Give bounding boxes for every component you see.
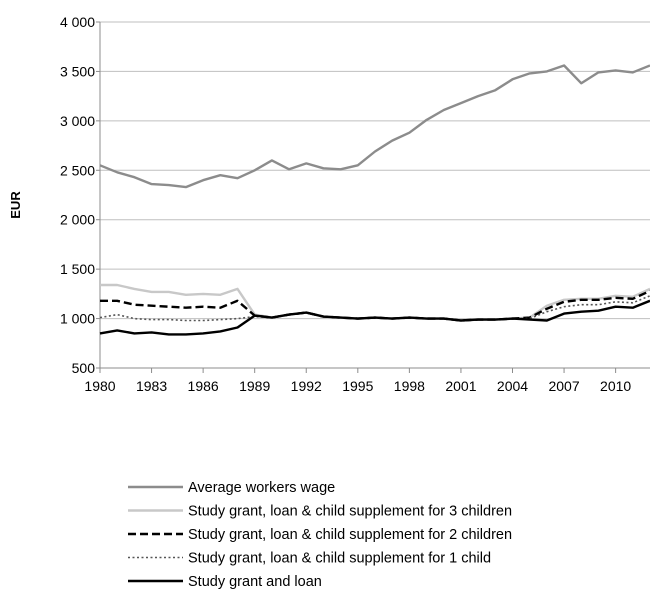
legend-label-1: Study grant, loan & child supplement for… <box>188 504 512 520</box>
legend-label-4: Study grant and loan <box>188 574 322 590</box>
x-tick-label: 1995 <box>342 378 373 394</box>
x-tick-label: 1989 <box>239 378 270 394</box>
series-lines <box>99 64 650 336</box>
x-axis-ticks: 1980 1983 1986 1989 1992 1995 1998 2001 2004 2007… <box>84 378 631 394</box>
gridlines <box>100 21 650 369</box>
x-tick-label: 2010 <box>600 378 631 394</box>
y-tick-label: 3 500 <box>60 63 95 79</box>
y-tick-label: 1 000 <box>60 311 95 327</box>
series-line-0 <box>99 64 650 189</box>
x-tick-label: 2001 <box>445 378 476 394</box>
x-tick-label: 1986 <box>188 378 219 394</box>
y-tick-label: 4 000 <box>60 14 95 30</box>
legend: Average workers wage Study grant, loan & … <box>128 480 512 590</box>
y-axis-label: EUR <box>8 191 23 219</box>
y-tick-label: 1 500 <box>60 261 95 277</box>
legend-label-0: Average workers wage <box>188 480 335 496</box>
legend-label-2: Study grant, loan & child supplement for… <box>188 527 512 543</box>
x-tick-label: 1980 <box>84 378 115 394</box>
x-tick-label: 2007 <box>548 378 579 394</box>
legend-label-3: Study grant, loan & child supplement for… <box>188 551 491 567</box>
x-tick-label: 2004 <box>497 378 528 394</box>
series-line-1 <box>100 283 650 322</box>
axes <box>96 21 650 373</box>
y-tick-label: 2 000 <box>60 212 95 228</box>
y-tick-label: 500 <box>72 360 96 376</box>
y-tick-label: 2 500 <box>60 162 95 178</box>
x-tick-label: 1998 <box>394 378 425 394</box>
y-tick-label: 3 000 <box>60 113 95 129</box>
x-tick-label: 1983 <box>136 378 167 394</box>
y-axis-ticks: 500 1 000 1 500 2 000 2 500 3 000 3 500 4 000 <box>60 14 95 376</box>
x-tick-label: 1992 <box>291 378 322 394</box>
series-line-4 <box>99 299 650 336</box>
